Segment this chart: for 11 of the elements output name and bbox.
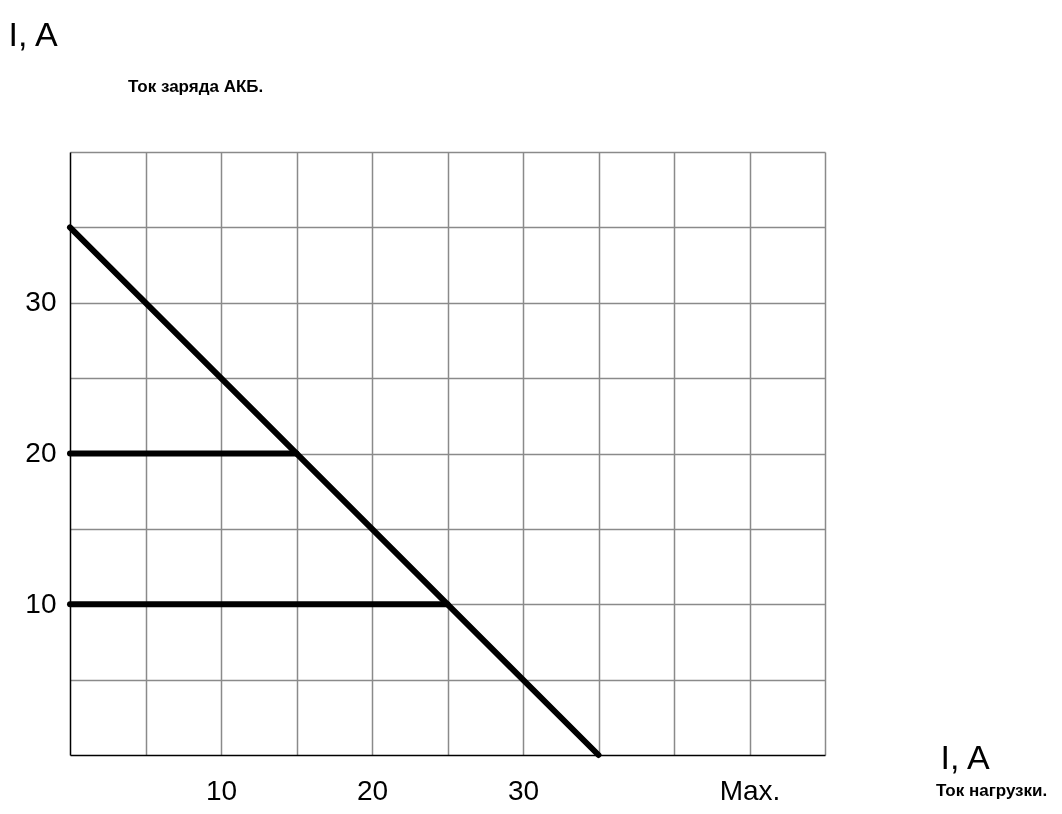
y-tick-label: 20 <box>25 437 57 468</box>
text: Ток нагрузки. <box>936 781 1048 800</box>
x-axis-title: I, A <box>940 737 990 776</box>
y-tick-label: 30 <box>25 286 57 318</box>
x-tick-label: 30 <box>507 774 540 806</box>
y-axis-title: I, A <box>8 14 58 53</box>
text: Ток заряда АКБ. <box>128 77 264 96</box>
x-tick-label: 10 <box>205 774 238 806</box>
y-tick-label: 10 <box>25 587 57 619</box>
x-tick-label: 20 <box>356 774 389 806</box>
x-tick-label: Max. <box>719 774 781 806</box>
